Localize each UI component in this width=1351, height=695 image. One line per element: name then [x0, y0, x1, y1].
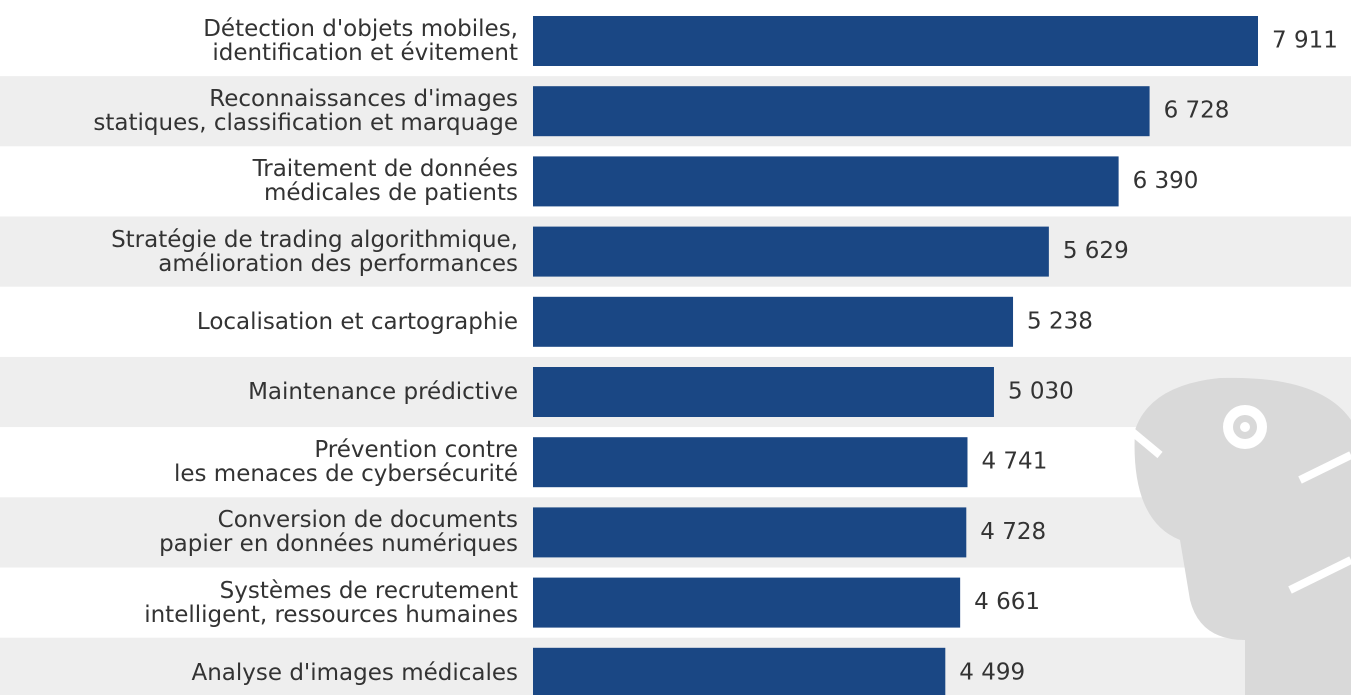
category-label: Analyse d'images médicales: [191, 659, 518, 686]
bar: [533, 577, 961, 628]
value-label: 6 390: [1133, 168, 1199, 194]
bar: [533, 296, 1014, 347]
bar: [533, 156, 1119, 207]
category-label: Détection d'objets mobiles, identificati…: [203, 16, 518, 66]
icon-eye-dot: [1240, 422, 1250, 432]
bar: [533, 16, 1258, 66]
category-label: Stratégie de trading algorithmique, amél…: [111, 226, 518, 277]
value-label: 5 238: [1027, 308, 1093, 334]
category-label: Reconnaissances d'images statiques, clas…: [93, 86, 518, 137]
category-label: Localisation et cartographie: [196, 308, 518, 335]
value-label: 4 499: [959, 659, 1025, 685]
value-label: 7 911: [1272, 28, 1338, 54]
category-label: Maintenance prédictive: [248, 379, 518, 405]
bar: [533, 437, 968, 488]
bar: [533, 226, 1049, 277]
icon-lines: [1127, 426, 1351, 594]
bar: [533, 507, 967, 558]
value-label: 4 741: [981, 449, 1047, 475]
category-label: Conversion de documents papier en donnée…: [159, 507, 518, 558]
bar: [533, 367, 994, 417]
value-label: 4 728: [980, 519, 1046, 545]
value-label: 5 030: [1008, 379, 1074, 405]
robot-icon: [1127, 377, 1351, 695]
bar: [533, 86, 1150, 137]
category-label: Traitement de données médicales de patie…: [252, 156, 518, 207]
bar: [533, 647, 946, 695]
category-label: Systèmes de recrutement intelligent, res…: [144, 577, 518, 628]
category-label: Prévention contre les menaces de cybersé…: [173, 437, 518, 488]
value-label: 5 629: [1063, 238, 1129, 264]
value-label: 4 661: [974, 589, 1040, 615]
value-label: 6 728: [1164, 98, 1230, 124]
icon-head: [1134, 377, 1351, 695]
